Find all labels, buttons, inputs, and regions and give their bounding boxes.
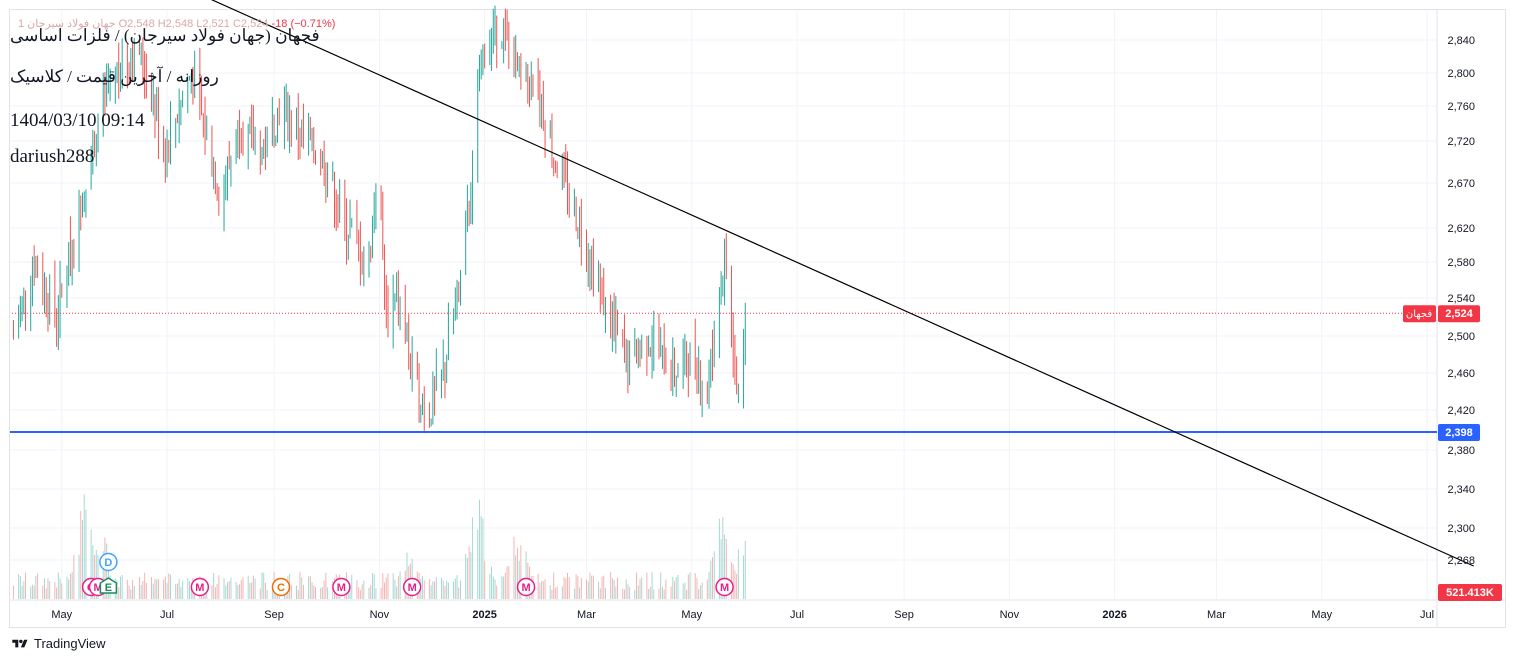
- price-tick-label: 2,720: [1447, 136, 1475, 148]
- event-marker: M: [516, 577, 536, 597]
- price-tick-label: 2,540: [1447, 293, 1475, 305]
- price-tick-label: 2,760: [1447, 101, 1475, 113]
- time-tick-label: Nov: [370, 609, 390, 621]
- support-price-badge: 2,398: [1438, 424, 1480, 441]
- event-marker-label: D: [104, 557, 112, 569]
- time-tick-label: May: [681, 609, 702, 621]
- event-marker: D: [99, 552, 118, 572]
- price-tick-label: 2,580: [1447, 257, 1475, 269]
- price-tick-label: 2,268: [1447, 555, 1475, 567]
- time-tick-label: Jul: [1420, 609, 1434, 621]
- chart-frame[interactable]: [9, 9, 1506, 628]
- time-tick-label: Mar: [1207, 609, 1226, 621]
- price-tick-label: 2,840: [1447, 35, 1475, 47]
- event-marker-label: E: [105, 582, 112, 594]
- price-tick-label: 2,670: [1447, 178, 1475, 190]
- time-tick-label: Sep: [264, 609, 284, 621]
- event-marker: M: [332, 577, 351, 597]
- event-marker: M: [715, 577, 734, 597]
- price-tick-label: 2,500: [1447, 331, 1475, 343]
- price-tick-label: 2,420: [1447, 405, 1475, 417]
- time-tick-label: Mar: [577, 609, 596, 621]
- price-tick-label: 2,620: [1447, 223, 1475, 235]
- time-tick-label: Sep: [894, 609, 914, 621]
- event-marker: E: [99, 577, 118, 594]
- last-price-symbol-badge: فجهان: [1403, 305, 1436, 323]
- snapshot-datetime: 1404/03/10 09:14: [10, 110, 145, 131]
- tradingview-logo[interactable]: TradingView: [10, 636, 106, 651]
- price-tick-label: 2,300: [1447, 523, 1475, 535]
- tradingview-logo-icon: [12, 639, 28, 647]
- ohlc-legend: جهان فولاد سیرجان 1 O2,548 H2,548 L2,521…: [18, 17, 335, 30]
- event-markers: OMDEMCMMMM: [81, 552, 734, 597]
- event-marker-label: C: [277, 582, 285, 594]
- price-bars: [12, 5, 746, 434]
- event-marker: M: [190, 577, 210, 597]
- symbol-title: فجهان (جهان فولاد سیرجان) / فلزات اساسی: [10, 26, 320, 45]
- time-axis: May Jul Sep Nov 2025 Mar May Jul Sep Nov 2026 Mar Ma…: [51, 609, 1434, 621]
- volume-badge: 521.413K: [1438, 584, 1502, 601]
- ohlc-values: جهان فولاد سیرجان 1 O2,548 H2,548 L2,521…: [18, 18, 269, 30]
- time-tick-label: Jul: [790, 609, 804, 621]
- price-tick-label: 2,380: [1447, 445, 1475, 457]
- price-change: -18 (−0.71%): [271, 18, 336, 30]
- event-marker: M: [402, 577, 422, 597]
- svg-text:521.413K: 521.413K: [1446, 587, 1494, 599]
- price-tick-label: 2,340: [1447, 484, 1475, 496]
- time-tick-label: May: [1311, 609, 1332, 621]
- svg-text:فجهان: فجهان: [1406, 309, 1432, 320]
- last-price-badge: 2,524: [1438, 305, 1480, 323]
- svg-text:2,398: 2,398: [1445, 427, 1473, 439]
- svg-text:2,524: 2,524: [1445, 308, 1473, 320]
- author-name: dariush288: [10, 146, 95, 167]
- event-marker-label: M: [521, 582, 530, 594]
- trend-line: [210, 0, 1474, 567]
- price-badges: فجهان 2,524 2,398 521.413K: [1403, 305, 1502, 601]
- time-tick-label: 2026: [1102, 609, 1126, 621]
- price-tick-label: 2,460: [1447, 368, 1475, 380]
- grid: [10, 10, 1505, 627]
- time-tick-label: May: [51, 609, 72, 621]
- chart-subtitle: روزانه / آخرین قیمت / کلاسیک: [10, 67, 219, 86]
- time-tick-label: Jul: [160, 609, 174, 621]
- event-marker: C: [271, 577, 291, 597]
- event-marker-label: M: [93, 582, 102, 594]
- event-marker-label: M: [720, 582, 729, 594]
- price-tick-label: 2,800: [1447, 68, 1475, 80]
- time-tick-label: 2025: [472, 609, 496, 621]
- event-marker-label: M: [408, 582, 417, 594]
- time-tick-label: Nov: [1000, 609, 1020, 621]
- event-marker-label: M: [195, 582, 204, 594]
- tradingview-logo-text: TradingView: [34, 636, 106, 651]
- price-axis: 2,268 2,300 2,340 2,380 2,420 2,460 2,500 2,540…: [1447, 35, 1475, 567]
- event-marker-label: M: [337, 582, 346, 594]
